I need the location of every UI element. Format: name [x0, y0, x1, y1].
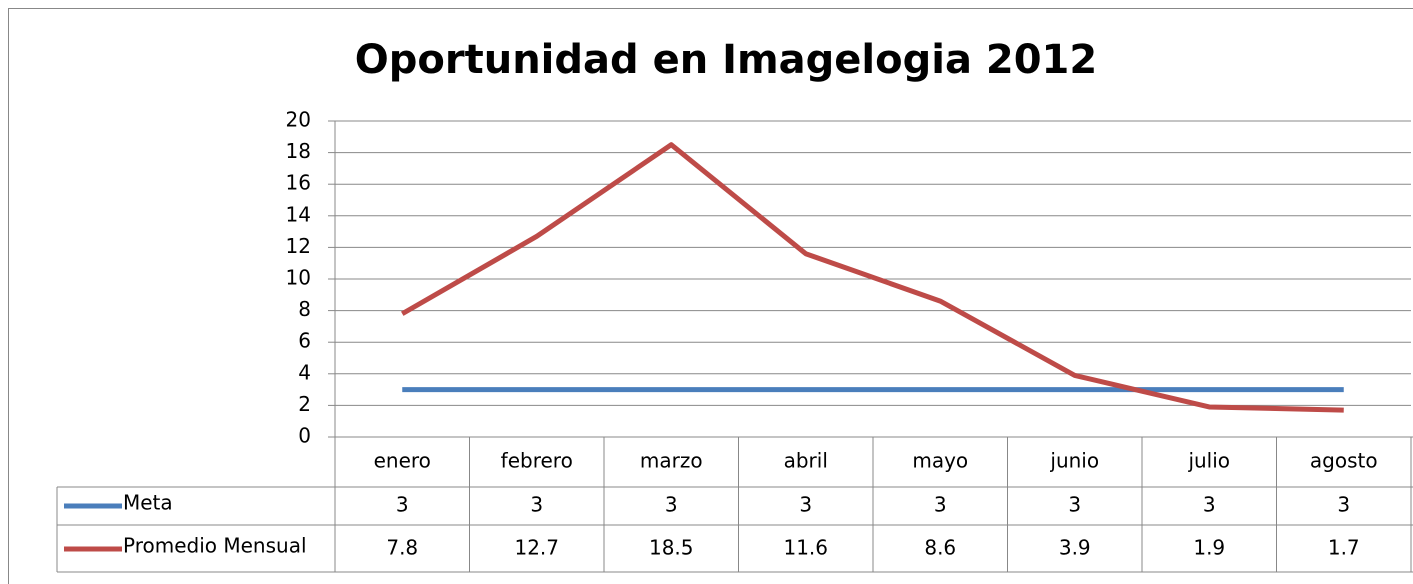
series-line — [401, 142, 1344, 413]
y-tick-label: 0 — [298, 424, 311, 448]
x-tick-label: mayo — [912, 449, 968, 473]
table-value: 1.7 — [1328, 536, 1360, 560]
x-tick-label: marzo — [640, 449, 703, 473]
table-value: 3 — [396, 493, 409, 517]
table-value: 18.5 — [649, 536, 694, 560]
x-tick-label: julio — [1187, 449, 1230, 473]
table-value: 7.8 — [386, 536, 418, 560]
table-value: 3 — [530, 493, 543, 517]
table-value: 3 — [1203, 493, 1216, 517]
y-tick-label: 20 — [286, 108, 311, 132]
y-tick-label: 4 — [298, 360, 311, 384]
y-tick-label: 6 — [298, 329, 311, 353]
table-value: 3 — [1337, 493, 1350, 517]
y-tick-label: 14 — [286, 202, 311, 226]
y-tick-label: 2 — [298, 392, 311, 416]
y-tick-label: 18 — [286, 139, 311, 163]
table-value: 3 — [934, 493, 947, 517]
legend-label: Promedio Mensual — [123, 534, 307, 558]
chart-title: Oportunidad en Imagelogia 2012 — [355, 37, 1097, 83]
legend-label: Meta — [123, 491, 173, 515]
y-tick-label: 16 — [286, 171, 311, 195]
x-tick-label: junio — [1049, 449, 1099, 473]
table-value: 3.9 — [1059, 536, 1091, 560]
table-value: 8.6 — [924, 536, 956, 560]
y-tick-label: 8 — [298, 297, 311, 321]
x-tick-label: abril — [784, 449, 828, 473]
table-value: 1.9 — [1193, 536, 1225, 560]
x-tick-label: enero — [374, 449, 431, 473]
x-tick-label: agosto — [1310, 449, 1378, 473]
table-value: 11.6 — [783, 536, 828, 560]
x-tick-label: febrero — [501, 449, 573, 473]
table-value: 12.7 — [514, 536, 559, 560]
table-value: 3 — [665, 493, 678, 517]
y-tick-label: 12 — [286, 234, 311, 258]
chart-border — [8, 8, 1413, 584]
table-value: 3 — [1068, 493, 1081, 517]
y-tick-label: 10 — [286, 266, 311, 290]
table-value: 3 — [799, 493, 812, 517]
